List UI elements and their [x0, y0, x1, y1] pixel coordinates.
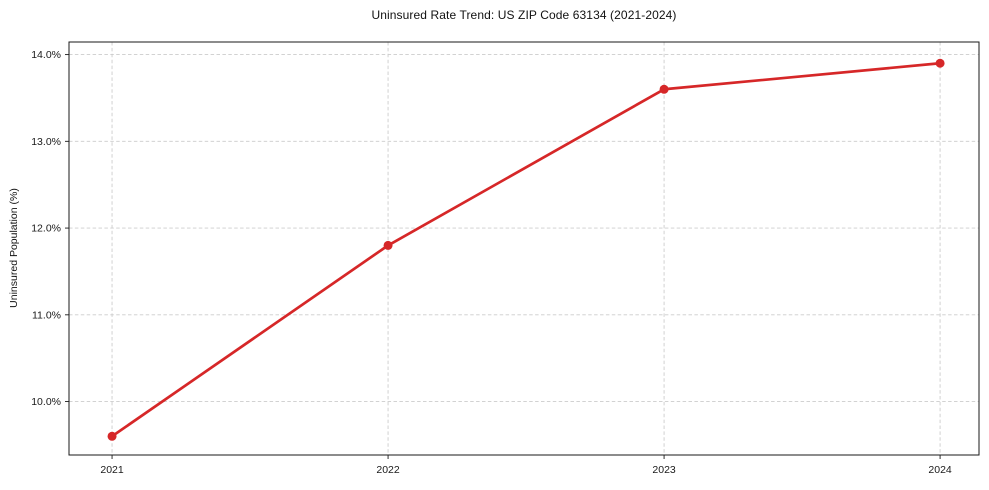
plot-border: [68, 41, 980, 456]
chart-title: Uninsured Rate Trend: US ZIP Code 63134 …: [371, 8, 677, 22]
data-point-marker: [659, 84, 669, 94]
y-tick-label: 13.0%: [31, 136, 61, 148]
y-tick-label: 11.0%: [32, 309, 61, 321]
data-point-marker: [107, 431, 117, 441]
y-tick-label: 14.0%: [31, 49, 61, 61]
data-point-marker: [935, 58, 945, 68]
x-tick-label: 2021: [100, 464, 124, 476]
data-point-marker: [383, 240, 393, 250]
x-tick-label: 2023: [652, 464, 676, 476]
x-tick-label: 2024: [928, 464, 952, 476]
trend-line: [110, 61, 942, 438]
y-tick-label: 12.0%: [31, 223, 61, 235]
x-tick-label: 2022: [376, 464, 400, 476]
y-tick-label: 10.0%: [31, 396, 61, 408]
